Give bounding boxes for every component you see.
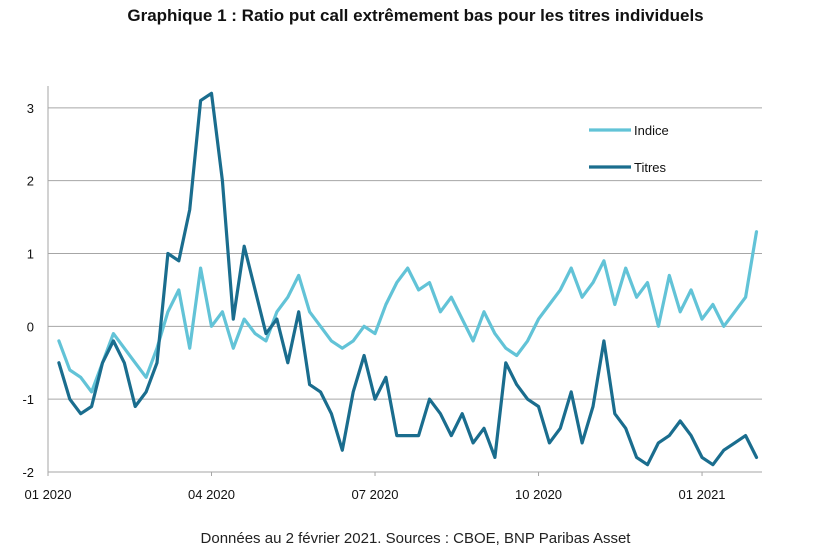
y-tick-label: -1 xyxy=(22,392,34,407)
x-tick-label: 04 2020 xyxy=(188,487,235,502)
x-tick-label: 10 2020 xyxy=(515,487,562,502)
series-line-titres xyxy=(57,91,759,467)
legend-label: Titres xyxy=(634,160,667,175)
series-line-indice xyxy=(57,230,759,394)
series-lines xyxy=(57,91,759,467)
y-tick-label: 2 xyxy=(27,174,34,189)
axes: -2 -1 0 1 2 3 01 2020 04 2020 07 2020 10 2020 01 2… xyxy=(22,86,762,502)
x-tick-label: 07 2020 xyxy=(352,487,399,502)
legend-label: Indice xyxy=(634,123,669,138)
y-tick-label: 1 xyxy=(27,247,34,262)
y-tick-label: 0 xyxy=(27,319,34,334)
y-tick-label: 3 xyxy=(27,101,34,116)
chart-title: Graphique 1 : Ratio put call extrêmement… xyxy=(127,6,704,25)
legend: Indice Titres xyxy=(589,123,669,175)
y-tick-label: -2 xyxy=(22,465,34,480)
x-tick-label: 01 2021 xyxy=(679,487,726,502)
x-tick-label: 01 2020 xyxy=(25,487,72,502)
source-note: Données au 2 février 2021. Sources : CBO… xyxy=(200,530,631,547)
